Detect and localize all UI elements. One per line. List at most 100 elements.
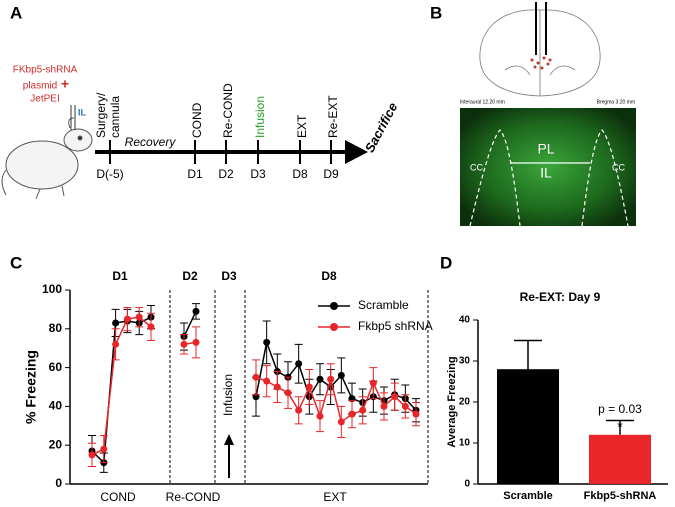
data-point: [305, 383, 313, 391]
y-tick-label: 10: [459, 438, 471, 449]
y-tick-label: 60: [49, 360, 63, 374]
infusion-arrow: [224, 434, 234, 445]
day-label: D1: [187, 167, 203, 181]
data-point: [112, 340, 120, 348]
bar: [497, 369, 559, 484]
data-point: [263, 377, 271, 385]
construct-text: FKbp5-shRNA: [13, 65, 78, 76]
event-label: Infusion: [253, 96, 267, 138]
data-point: [359, 406, 367, 414]
y-tick-label: 0: [464, 479, 470, 490]
legend-label: Fkbp5 shRNA: [358, 319, 433, 333]
histology-outline: [469, 129, 629, 227]
construct-text: plasmid: [23, 81, 57, 92]
day-label: D2: [218, 167, 234, 181]
event-label: Surgery/: [94, 92, 108, 138]
y-tick-label: 20: [49, 437, 63, 451]
panel-label: A: [10, 3, 22, 22]
event-label: Surgery/cannula: [94, 92, 122, 138]
p-value: p = 0.03: [598, 402, 642, 416]
data-point: [369, 379, 377, 387]
day-label: D1: [112, 269, 128, 283]
y-tick-label: 80: [49, 321, 63, 335]
data-point: [316, 412, 324, 420]
recovery-text: Recovery: [125, 135, 177, 149]
data-point: [135, 313, 143, 321]
event-label: cannula: [108, 96, 122, 138]
data-point: [412, 410, 420, 418]
histology-image: [460, 108, 636, 226]
data-point: [316, 375, 324, 383]
data-point: [273, 383, 281, 391]
event-label: Re-COND: [221, 83, 235, 138]
x-tick-label: Fkbp5-shRNA: [584, 490, 657, 502]
data-point: [337, 418, 345, 426]
data-point: [391, 393, 399, 401]
y-axis-label: Average Freezing: [446, 356, 458, 447]
legend-marker: [330, 302, 338, 310]
data-point: [252, 373, 260, 381]
significance: *: [617, 419, 623, 435]
construct-text: +: [61, 76, 69, 92]
region-label: CC: [470, 162, 483, 172]
timeline-arrow: [345, 140, 368, 164]
mouse-sketch: [1, 105, 93, 200]
infusion-label: Infusion: [221, 374, 235, 416]
data-point: [380, 402, 388, 410]
legend-marker: [330, 323, 338, 331]
panel-label: C: [10, 253, 22, 272]
series-line: [183, 311, 197, 337]
series-line: [91, 316, 152, 465]
sacrifice-text: Sacrifice: [362, 100, 401, 155]
day-label: D9: [323, 167, 339, 181]
group-label: Re-COND: [166, 490, 221, 504]
y-axis-label: % Freezing: [23, 350, 39, 424]
data-point: [337, 371, 345, 379]
event-label: Re-EXT: [326, 95, 340, 138]
data-point: [295, 406, 303, 414]
data-point: [123, 315, 131, 323]
day-label: D2: [182, 269, 198, 283]
data-point: [88, 451, 96, 459]
error-bar: [514, 339, 542, 370]
panel-label: B: [430, 3, 442, 22]
atlas-schematic: [479, 2, 601, 97]
data-point: [147, 323, 155, 331]
x-tick-label: Scramble: [503, 490, 553, 502]
series-line: [255, 339, 417, 411]
y-tick-label: 40: [49, 399, 63, 413]
y-tick-label: 40: [459, 315, 471, 326]
data-point: [295, 360, 303, 368]
day-label: D3: [221, 269, 237, 283]
legend-label: Scramble: [358, 298, 409, 312]
construct-text: JetPEI: [30, 94, 59, 105]
data-point: [180, 340, 188, 348]
bar: [589, 434, 651, 484]
data-point: [401, 402, 409, 410]
atlas-text: Interaural 12.20 mm: [460, 99, 505, 105]
data-point: [192, 307, 200, 315]
day-label: D8: [292, 167, 308, 181]
series-line: [91, 316, 152, 456]
y-tick-label: 30: [459, 356, 471, 367]
y-tick-label: 0: [55, 476, 62, 490]
region-label: IL: [540, 165, 552, 181]
event-label: EXT: [295, 114, 309, 138]
data-point: [192, 338, 200, 346]
series-line: [255, 376, 417, 424]
day-label: D3: [250, 167, 266, 181]
event-label: COND: [190, 102, 204, 138]
region-label: CC: [612, 162, 625, 172]
data-point: [263, 338, 271, 346]
data-point: [348, 410, 356, 418]
data-point: [100, 445, 108, 453]
chart-title: Re-EXT: Day 9: [520, 290, 601, 304]
atlas-text: Bregma 3.20 mm: [597, 99, 635, 105]
region-text: IL: [78, 107, 87, 117]
region-label: PL: [537, 141, 554, 157]
group-label: COND: [100, 490, 136, 504]
group-label: EXT: [323, 490, 347, 504]
error-bar: [606, 419, 634, 435]
day-label: D8: [321, 269, 337, 283]
